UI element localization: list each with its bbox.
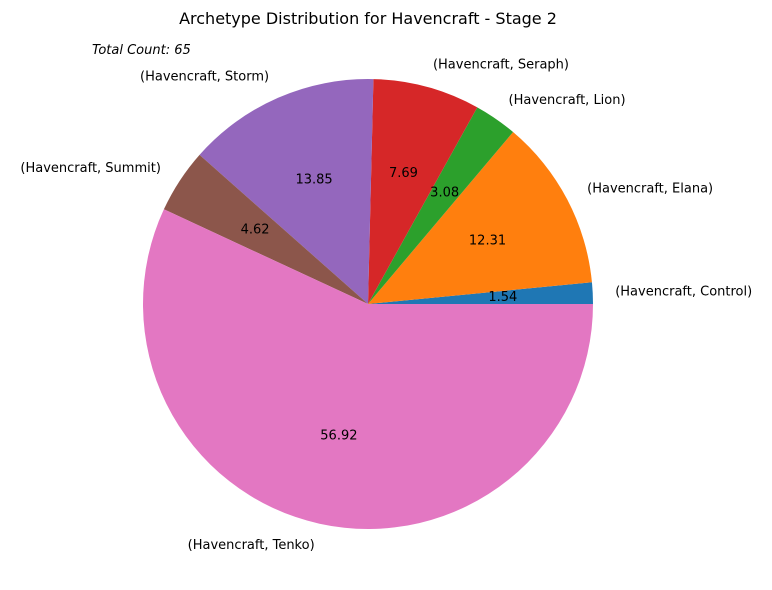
pie-slice [163, 154, 368, 304]
slice-value-label: 4.62 [241, 223, 270, 238]
pie-labels: (Havencraft, Control) 1.54 (Havencraft, El… [20, 58, 752, 554]
slice-value-label: 3.08 [430, 185, 459, 200]
pie-slices [143, 79, 593, 529]
slice-value-label: 13.85 [295, 173, 332, 188]
pie-slice [368, 79, 478, 304]
pie-slice [368, 132, 592, 304]
pie-slice [368, 282, 593, 304]
slice-value-label: 56.92 [320, 428, 357, 443]
pie-slice [368, 107, 514, 305]
slice-value-label: 1.54 [488, 290, 517, 305]
pie-slice [143, 209, 593, 529]
chart-title: Archetype Distribution for Havencraft - … [179, 9, 557, 28]
total-count-annotation: Total Count: 65 [92, 43, 191, 58]
slice-label: (Havencraft, Elana) [587, 181, 713, 196]
slice-value-label: 7.69 [389, 166, 418, 181]
slice-label: (Havencraft, Storm) [140, 70, 269, 85]
slice-label: (Havencraft, Summit) [20, 161, 161, 176]
slice-label: (Havencraft, Lion) [509, 93, 626, 108]
slice-value-label: 12.31 [469, 234, 506, 249]
slice-label: (Havencraft, Seraph) [433, 58, 569, 73]
slice-label: (Havencraft, Control) [615, 285, 752, 300]
pie-slice [199, 79, 374, 304]
slice-label: (Havencraft, Tenko) [188, 538, 315, 553]
